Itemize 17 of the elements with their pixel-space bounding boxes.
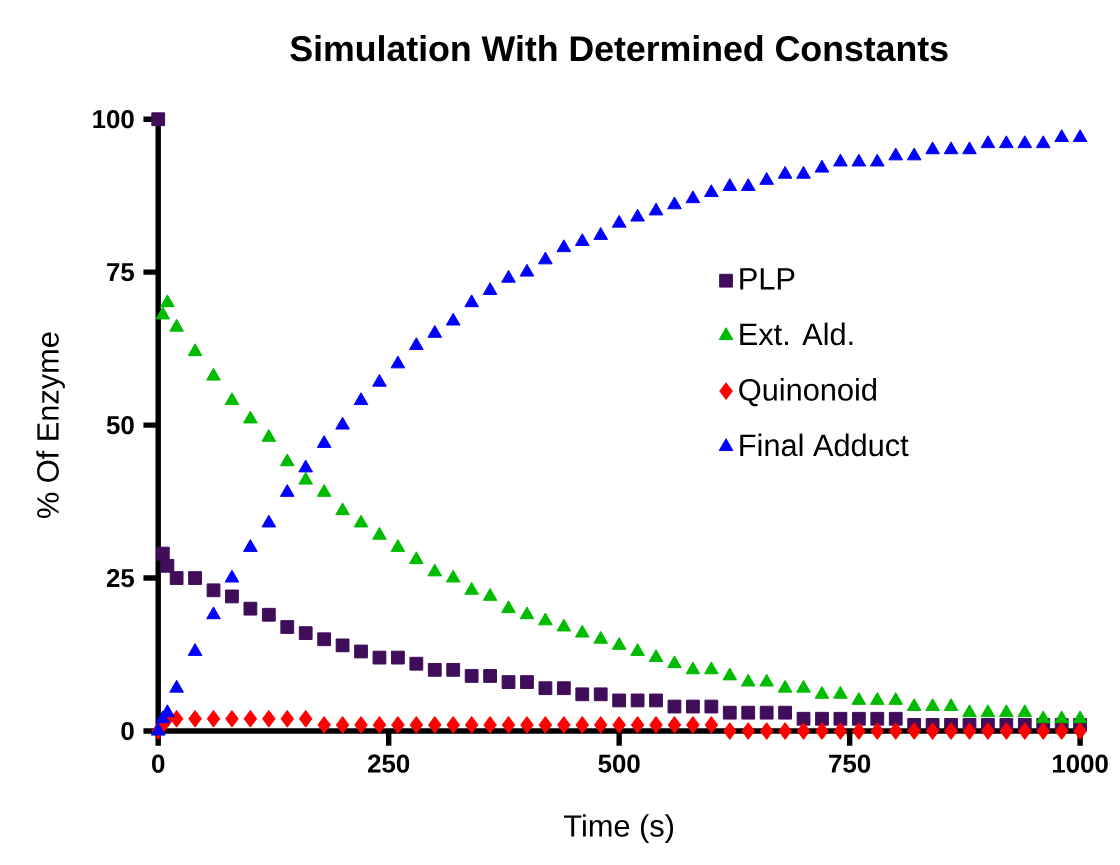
x-axis-title: Time (s)	[564, 814, 674, 843]
x-tick-label: 500	[598, 754, 640, 773]
y-tick-label: 0	[121, 721, 134, 741]
x-tick-label: 250	[368, 754, 410, 773]
legend-label: Ext. Ald.	[740, 322, 853, 346]
x-tick-label: 750	[829, 754, 871, 773]
y-tick-label: 75	[107, 263, 134, 282]
legend-label: Quinonoid	[739, 378, 876, 407]
y-tick-label: 50	[106, 415, 134, 435]
chart-title: Simulation With Determined Constants	[290, 35, 948, 62]
y-tick-label: 100	[93, 110, 134, 129]
x-tick-label: 0	[152, 754, 165, 773]
y-tick-label: 25	[106, 568, 134, 588]
legend-label: PLP	[740, 268, 795, 290]
x-tick-label: 1000	[1053, 754, 1108, 773]
legend-label: Final Adduct	[740, 433, 909, 457]
y-axis-title: % Of Enzyme	[36, 332, 65, 519]
